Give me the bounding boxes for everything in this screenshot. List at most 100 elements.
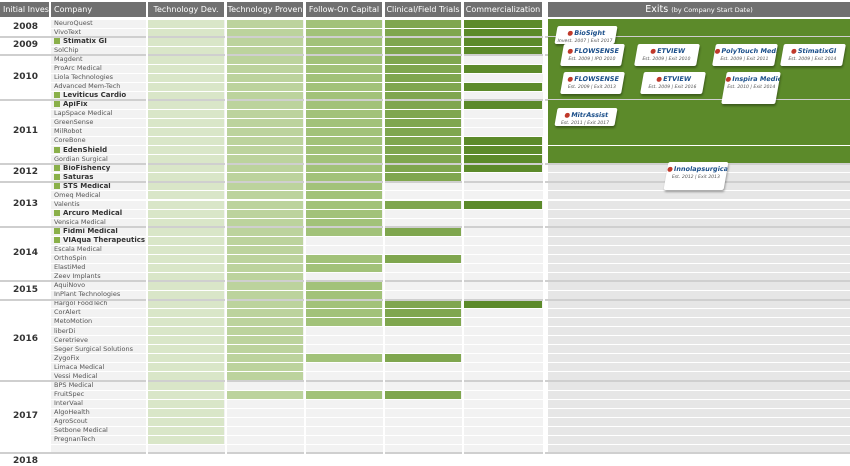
column-separator xyxy=(543,18,545,464)
company-name[interactable]: Gordian Surgical xyxy=(54,155,108,164)
company-name[interactable]: Vensica Medical xyxy=(54,218,106,227)
exit-marker-icon xyxy=(54,164,60,171)
company-name[interactable]: Limaca Medical xyxy=(54,363,104,372)
exit-card[interactable]: ●ETVIEW Est. 2009 | Exit 2010 xyxy=(634,44,700,67)
stage-bar xyxy=(306,37,382,46)
company-label: Fidmi Medical xyxy=(63,226,118,235)
stage-bar xyxy=(148,164,224,173)
stage-bar xyxy=(227,236,303,245)
stage-bar xyxy=(306,110,382,119)
company-label: AlgoHealth xyxy=(54,407,90,416)
company-name[interactable]: FruitSpec xyxy=(54,390,84,399)
stage-bar xyxy=(385,28,461,37)
company-name[interactable]: Setbone Medical xyxy=(54,426,108,435)
stage-bar xyxy=(227,309,303,318)
company-name[interactable]: ElastiMed xyxy=(54,263,85,272)
company-name[interactable]: Zeev Implants xyxy=(54,272,101,281)
stage-bar xyxy=(385,173,461,182)
company-name[interactable]: InPlant Technologies xyxy=(54,290,120,299)
stage-bar xyxy=(385,82,461,91)
stage-bar xyxy=(464,137,542,146)
company-name[interactable]: EdenShield xyxy=(54,146,107,155)
company-name[interactable]: Arcuro Medical xyxy=(54,209,122,218)
exit-card-logo-text: FLOWSENSE xyxy=(573,47,620,56)
company-name[interactable]: CorAlert xyxy=(54,308,81,317)
company-label: MetoMotion xyxy=(54,317,93,326)
company-name[interactable]: Leviticus Cardio xyxy=(54,91,126,100)
year-separator xyxy=(0,54,850,57)
stage-bar xyxy=(306,146,382,155)
exit-card-caption: Est. 2010 | Exit 2014 xyxy=(726,84,776,90)
exit-card[interactable]: ●StimatixGI Est. 2009 | Exit 2014 xyxy=(780,44,846,67)
company-name[interactable]: STS Medical xyxy=(54,182,111,191)
stage-bar xyxy=(385,64,461,73)
exit-card[interactable]: ●ETVIEW Est. 2009 | Exit 2016 xyxy=(640,71,706,94)
company-name[interactable]: PregnanTech xyxy=(54,435,95,444)
company-name[interactable]: Omeq Medical xyxy=(54,191,101,200)
exit-card-caption: Est. 2012 | Exit 2013 xyxy=(671,175,721,180)
company-name[interactable]: AgroScout xyxy=(54,417,87,426)
company-name[interactable]: OrthoSpin xyxy=(54,254,87,263)
company-name[interactable]: Ceretrieve xyxy=(54,336,88,345)
stage-bar xyxy=(148,110,224,119)
exit-card-logo: ●PolyTouch Medical xyxy=(714,47,778,55)
company-name[interactable]: Vessi Medical xyxy=(54,372,98,381)
company-name[interactable]: liberDi xyxy=(54,327,75,336)
exit-card[interactable]: ●Innolapsurgical Est. 2012 | Exit 2013 xyxy=(663,162,729,190)
company-name[interactable]: LapSpace Medical xyxy=(54,109,113,118)
company-name[interactable]: Stimatix GI xyxy=(54,37,107,46)
exit-row-bg xyxy=(548,272,850,281)
table-row-bg xyxy=(51,426,545,435)
exit-card[interactable]: ●FLOWSENSE Est. 2009 | Exit 2013 xyxy=(560,71,625,94)
company-name[interactable]: VIAqua Therapeutics xyxy=(54,236,145,245)
stage-bar xyxy=(306,209,382,218)
company-name[interactable]: ApiFix xyxy=(54,100,88,109)
company-name[interactable]: SolChip xyxy=(54,46,79,55)
company-name[interactable]: MetoMotion xyxy=(54,317,92,326)
company-name[interactable]: Hargol FoodTech xyxy=(54,299,108,308)
company-name[interactable]: VivoText xyxy=(54,28,81,37)
exit-row-bg xyxy=(548,327,850,336)
stage-header-3: Clinical/Field Trials xyxy=(385,2,461,17)
exit-marker-icon xyxy=(54,173,60,180)
stage-bar xyxy=(306,227,382,236)
company-name[interactable]: ProArc Medical xyxy=(54,64,102,73)
stage-bar xyxy=(464,46,542,55)
company-name[interactable]: Fidmi Medical xyxy=(54,227,118,236)
exit-card[interactable]: ●PolyTouch Medical Est. 2009 | Exit 2011 xyxy=(712,44,778,67)
company-label: STS Medical xyxy=(63,181,111,190)
company-name[interactable]: Magdent xyxy=(54,55,83,64)
exit-card-logo-text: MitrAssist xyxy=(570,110,609,119)
company-name[interactable]: MilRobot xyxy=(54,127,82,136)
company-name[interactable]: BioFishency xyxy=(54,164,110,173)
company-name[interactable]: Seger Surgical Solutions xyxy=(54,345,133,354)
company-name[interactable]: Escala Medical xyxy=(54,245,102,254)
company-name[interactable]: GreenSense xyxy=(54,118,93,127)
company-name[interactable]: ZygoFix xyxy=(54,354,79,363)
exit-card[interactable]: ●BioSight Invest. 2007 | Exit 2017 xyxy=(554,26,618,45)
exit-marker-icon xyxy=(54,182,60,189)
company-name[interactable]: Liola Technologies xyxy=(54,73,113,82)
exit-row-bg xyxy=(548,227,850,236)
company-name[interactable]: InterVaal xyxy=(54,399,83,408)
exit-card[interactable]: ●MitrAssist Est. 2011 | Exit 2017 xyxy=(554,107,618,126)
company-name[interactable]: Saturas xyxy=(54,173,93,182)
company-name[interactable]: AlgoHealth xyxy=(54,408,90,417)
exit-card[interactable]: ●FLOWSENSE Est. 2009 | IPO 2010 xyxy=(560,44,625,67)
exit-row-bg xyxy=(548,218,850,227)
exit-card[interactable]: ●Inspira Medical Est. 2010 | Exit 2014 xyxy=(721,71,781,104)
company-label: AgroScout xyxy=(54,417,88,425)
company-name[interactable]: Advanced Mem-Tech xyxy=(54,82,120,91)
column-separator xyxy=(304,18,306,464)
company-name[interactable]: BPS Medical xyxy=(54,381,93,390)
stage-bar xyxy=(227,19,303,28)
company-name[interactable]: Valentis xyxy=(54,200,80,209)
stage-bar xyxy=(385,55,461,64)
stage-bar xyxy=(227,209,303,218)
company-name[interactable]: CoreBone xyxy=(54,136,86,145)
stage-bar xyxy=(464,82,542,91)
company-name[interactable]: AquiNovo xyxy=(54,281,85,290)
stage-bar xyxy=(227,254,303,263)
stage-bar xyxy=(306,19,382,28)
company-name[interactable]: NeuroQuest xyxy=(54,19,93,28)
